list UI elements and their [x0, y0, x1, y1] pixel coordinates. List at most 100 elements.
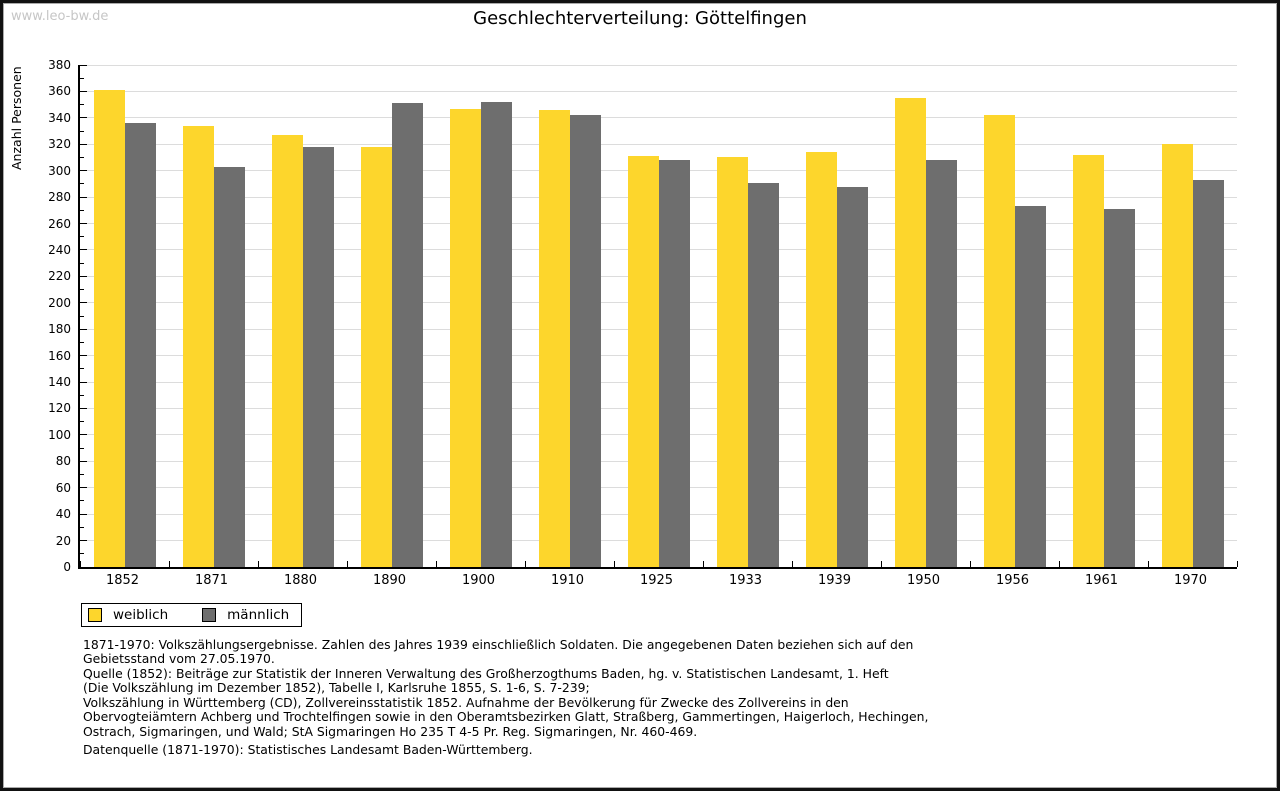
y-tick-label-100: 100	[48, 427, 71, 442]
footnote-line-6: Obervogteiämtern Achberg und Trochtelfin…	[83, 709, 929, 725]
legend-swatch-maennlich	[202, 608, 217, 622]
y-tick-major-200	[80, 302, 87, 304]
legend: weiblich männlich	[81, 603, 303, 627]
gridline-360	[80, 90, 1237, 92]
y-tick-minor-30	[80, 526, 84, 528]
bar-weiblich-1910	[538, 109, 570, 567]
y-tick-label-320: 320	[48, 137, 71, 152]
gridline-380	[80, 64, 1237, 66]
y-tick-minor-230	[80, 262, 84, 264]
x-tick-4	[435, 561, 437, 567]
bar-weiblich-1950	[894, 98, 926, 567]
bar-weiblich-1871	[182, 125, 214, 567]
y-tick-minor-210	[80, 289, 84, 291]
y-tick-minor-370	[80, 77, 84, 79]
datasource-line: Datenquelle (1871-1970): Statistisches L…	[83, 742, 533, 757]
x-tick-label-1956: 1956	[995, 573, 1030, 588]
x-tick-label-1890: 1890	[372, 573, 407, 588]
y-tick-minor-250	[80, 236, 84, 238]
y-tick-major-240	[80, 249, 87, 251]
y-tick-label-180: 180	[48, 322, 71, 337]
x-tick-label-1950: 1950	[906, 573, 941, 588]
bar-männlich-1939	[836, 186, 868, 567]
bar-männlich-1925	[658, 160, 690, 567]
y-tick-minor-350	[80, 104, 84, 106]
y-tick-major-320	[80, 143, 87, 145]
x-tick-6	[613, 561, 615, 567]
x-tick-1	[168, 561, 170, 567]
x-tick-label-1925: 1925	[639, 573, 674, 588]
y-tick-major-140	[80, 381, 87, 383]
x-tick-label-1900: 1900	[461, 573, 496, 588]
bar-männlich-1890	[391, 103, 423, 567]
x-tick-9	[880, 561, 882, 567]
footnote-line-5: Volkszählung in Württemberg (CD), Zollve…	[83, 694, 849, 710]
y-tick-label-360: 360	[48, 84, 71, 99]
y-tick-label-160: 160	[48, 348, 71, 363]
bar-weiblich-1970	[1161, 144, 1193, 567]
bar-weiblich-1961	[1072, 154, 1104, 567]
y-tick-label-140: 140	[48, 375, 71, 390]
y-tick-label-120: 120	[48, 401, 71, 416]
y-tick-minor-110	[80, 421, 84, 423]
bar-männlich-1852	[124, 123, 156, 567]
y-tick-label-40: 40	[55, 507, 71, 522]
bar-weiblich-1925	[627, 156, 659, 567]
x-tick-label-1939: 1939	[817, 573, 852, 588]
y-tick-label-300: 300	[48, 163, 71, 178]
bar-weiblich-1939	[805, 152, 837, 567]
y-tick-major-340	[80, 117, 87, 119]
watermark-url: www.leo-bw.de	[11, 9, 109, 24]
y-tick-major-0	[80, 566, 87, 568]
y-tick-minor-190	[80, 315, 84, 317]
y-tick-minor-150	[80, 368, 84, 370]
legend-swatch-weiblich	[88, 608, 102, 622]
y-tick-minor-170	[80, 341, 84, 343]
y-tick-label-200: 200	[48, 295, 71, 310]
y-tick-major-380	[80, 64, 87, 66]
y-tick-major-180	[80, 328, 87, 330]
y-tick-major-280	[80, 196, 87, 198]
x-tick-7	[702, 561, 704, 567]
y-tick-minor-90	[80, 447, 84, 449]
y-tick-minor-70	[80, 474, 84, 476]
x-tick-label-1852: 1852	[105, 573, 140, 588]
x-tick-2	[257, 561, 259, 567]
x-tick-label-1871: 1871	[194, 573, 229, 588]
y-tick-minor-290	[80, 183, 84, 185]
x-tick-label-1970: 1970	[1173, 573, 1208, 588]
y-tick-major-120	[80, 407, 87, 409]
legend-label-weiblich: weiblich	[113, 607, 169, 623]
bar-männlich-1910	[569, 115, 601, 567]
footnote-line-1: 1871-1970: Volkszählungsergebnisse. Zahl…	[83, 637, 914, 652]
bar-männlich-1871	[213, 166, 245, 567]
y-tick-minor-50	[80, 500, 84, 502]
y-tick-minor-130	[80, 394, 84, 396]
y-tick-major-360	[80, 90, 87, 92]
bar-weiblich-1900	[449, 108, 481, 567]
x-tick-label-1933: 1933	[728, 573, 763, 588]
x-tick-11	[1058, 561, 1060, 567]
plot-area	[78, 64, 1238, 569]
bar-weiblich-1890	[360, 146, 392, 567]
x-tick-8	[791, 561, 793, 567]
footnote-line-3: Quelle (1852): Beiträge zur Statistik de…	[83, 665, 889, 681]
x-tick-0	[79, 561, 81, 567]
x-tick-12	[1147, 561, 1149, 567]
y-tick-minor-310	[80, 156, 84, 158]
bar-weiblich-1852	[93, 90, 125, 567]
footnote-line-4: (Die Volkszählung im Dezember 1852), Tab…	[83, 680, 590, 696]
y-tick-major-80	[80, 460, 87, 462]
y-tick-major-20	[80, 540, 87, 542]
y-tick-major-60	[80, 487, 87, 489]
y-tick-major-100	[80, 434, 87, 436]
bar-männlich-1970	[1192, 179, 1224, 567]
x-tick-13	[1236, 561, 1238, 567]
footnotes: 1871-1970: Volkszählungsergebnisse. Zahl…	[83, 637, 929, 739]
bar-weiblich-1880	[271, 135, 303, 567]
y-tick-label-80: 80	[55, 454, 71, 469]
gridline-340	[80, 117, 1237, 119]
gridline-320	[80, 143, 1237, 145]
bar-männlich-1950	[925, 160, 957, 567]
